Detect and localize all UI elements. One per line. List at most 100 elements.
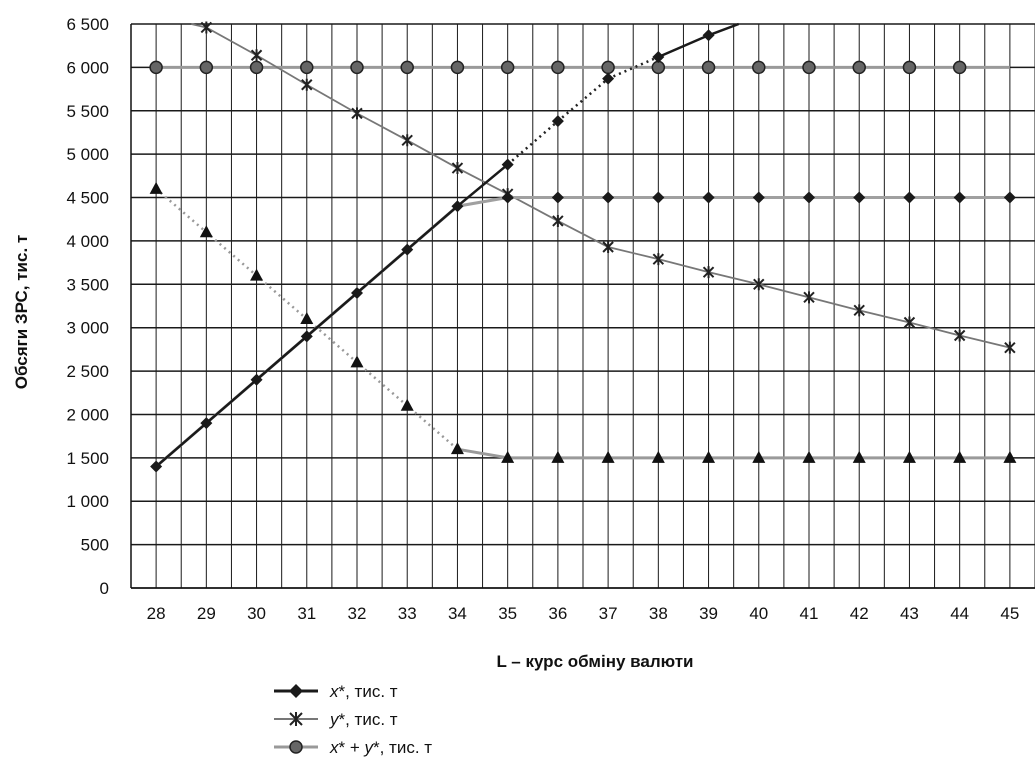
x-tick-label: 36 (548, 604, 567, 623)
x-tick-label: 45 (1000, 604, 1019, 623)
data-point-y (1004, 341, 1016, 354)
data-point-y (301, 78, 313, 91)
legend-item-y: y*, тис. т (274, 710, 398, 729)
legend-item-x: x*, тис. т (274, 682, 398, 701)
series-line-x-upper (657, 22, 740, 59)
data-point-x (501, 191, 514, 204)
x-axis-title: L – курс обміну валюти (496, 652, 693, 671)
data-point-triangle (802, 450, 816, 463)
data-point-y (602, 240, 614, 253)
data-point-x (752, 191, 765, 204)
legend-diamond-marker-icon (289, 684, 303, 698)
data-point-x (803, 191, 815, 204)
series-markers (149, 21, 1017, 473)
y-tick-label: 1 500 (66, 449, 109, 468)
x-tick-label: 34 (448, 604, 467, 623)
data-point-x (702, 191, 715, 204)
x-tick-label: 32 (348, 604, 367, 623)
y-axis-title: Обсяги ЗРС, тис. т (12, 235, 31, 389)
data-point-y (250, 49, 263, 62)
y-tick-label: 4 000 (66, 232, 109, 251)
series-line-y-alt (457, 447, 1010, 460)
data-point-triangle (1003, 450, 1017, 463)
data-point-sum (199, 60, 214, 75)
x-tick-label: 31 (297, 604, 316, 623)
data-point-sum (450, 60, 465, 75)
data-point-sum (300, 60, 314, 75)
x-tick-label: 29 (197, 604, 216, 623)
x-tick-label: 39 (699, 604, 718, 623)
legend: x*, тис. т y*, тис. т x* + y*, тис. т (274, 682, 432, 757)
y-tick-label: 2 500 (66, 362, 109, 381)
data-point-x (702, 29, 715, 42)
data-point-sum (701, 60, 716, 75)
data-point-y (351, 107, 363, 120)
y-tick-label: 6 000 (66, 58, 109, 77)
x-tick-label: 42 (850, 604, 869, 623)
data-point-y (803, 291, 815, 304)
y-tick-label: 500 (81, 536, 109, 555)
data-point-triangle (702, 450, 716, 463)
y-tick-label: 6 500 (66, 15, 109, 34)
data-point-x (551, 115, 564, 128)
data-point-y (953, 329, 966, 342)
data-point-x (602, 191, 615, 204)
x-tick-label: 35 (498, 604, 517, 623)
y-tick-label: 3 000 (66, 319, 109, 338)
data-point-triangle (902, 450, 916, 463)
data-point-sum (149, 60, 163, 75)
data-point-sum (249, 60, 264, 75)
x-tick-label: 28 (147, 604, 166, 623)
axes (130, 24, 1035, 589)
data-point-x (903, 191, 916, 204)
data-point-x (1003, 191, 1016, 204)
y-tick-label: 4 500 (66, 189, 109, 208)
data-point-sum (551, 60, 565, 75)
data-point-x (401, 243, 414, 256)
series-lines (155, 22, 1011, 468)
y-tick-label: 2 000 (66, 405, 109, 424)
data-point-sum (752, 60, 766, 75)
data-point-y (552, 214, 564, 227)
y-tick-label: 1 000 (66, 492, 109, 511)
data-point-y (702, 266, 715, 279)
x-tick-label: 43 (900, 604, 919, 623)
x-tick-label: 37 (599, 604, 618, 623)
x-tick-label: 40 (749, 604, 768, 623)
data-point-sum (400, 60, 414, 75)
data-point-triangle (199, 225, 213, 238)
data-point-sum (902, 60, 917, 75)
data-point-x (551, 191, 564, 204)
x-tick-label: 30 (247, 604, 266, 623)
data-point-sum (500, 60, 515, 75)
series-line-x (155, 163, 509, 468)
legend-item-sum: x* + y*, тис. т (274, 738, 432, 757)
data-point-triangle (300, 312, 314, 325)
data-point-sum (601, 60, 615, 75)
x-tick-label: 33 (398, 604, 417, 623)
data-point-sum (802, 60, 816, 75)
data-point-x (853, 191, 866, 204)
data-point-x (652, 191, 665, 204)
data-point-triangle (601, 450, 615, 463)
data-point-y (753, 278, 765, 291)
data-point-y (853, 304, 865, 317)
legend-circle-marker-icon (289, 740, 303, 754)
data-point-triangle (551, 450, 565, 463)
tick-labels: 0 500 1 000 1 500 2 000 2 500 3 000 3 500 4 000 4… (66, 15, 1019, 623)
x-tick-label: 44 (950, 604, 969, 623)
data-point-y (903, 316, 916, 329)
data-point-triangle (651, 450, 665, 463)
y-tick-label: 5 000 (66, 145, 109, 164)
data-point-sum (651, 60, 666, 75)
x-tick-label: 41 (800, 604, 819, 623)
grid (130, 23, 1035, 589)
legend-label-x: x*, тис. т (329, 682, 398, 701)
data-point-sum (350, 60, 364, 75)
data-point-triangle (250, 268, 264, 281)
data-point-y (401, 134, 413, 147)
data-point-y (451, 162, 464, 175)
data-point-x (953, 191, 966, 204)
data-point-triangle (149, 181, 163, 194)
data-point-triangle (752, 450, 766, 463)
